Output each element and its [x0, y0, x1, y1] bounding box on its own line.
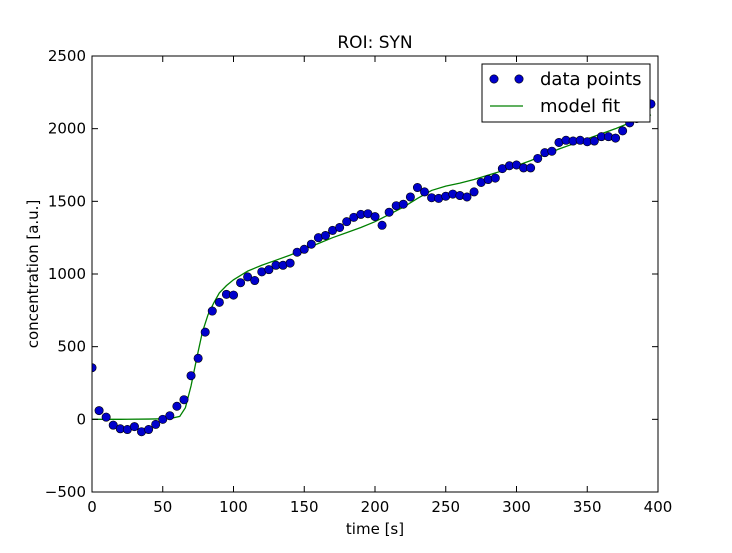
chart-title: ROI: SYN [337, 33, 412, 53]
x-tick-label: 300 [502, 498, 531, 516]
y-tick-label: 2000 [48, 120, 86, 138]
data-point [229, 290, 239, 300]
y-tick-label: −500 [45, 483, 86, 501]
data-point [526, 163, 536, 173]
data-point [618, 126, 628, 136]
data-point [335, 222, 345, 232]
data-point [285, 258, 295, 268]
data-point [533, 153, 543, 163]
data-point [250, 276, 260, 286]
x-tick-label: 100 [219, 498, 248, 516]
data-point [412, 183, 422, 193]
data-point [207, 306, 217, 316]
data-point [320, 230, 330, 240]
data-point [547, 146, 557, 156]
data-point [384, 207, 394, 217]
data-point [144, 425, 154, 435]
y-tick-label: 2500 [48, 47, 86, 65]
data-point [108, 420, 118, 430]
y-axis-label: concentration [a.u.] [24, 200, 42, 349]
data-point [151, 419, 161, 429]
data-point [101, 412, 111, 422]
data-point [200, 327, 210, 337]
x-axis-label: time [s] [346, 520, 404, 538]
data-point [129, 422, 139, 432]
data-point [158, 414, 168, 424]
data-point [469, 187, 479, 197]
data-point [377, 220, 387, 230]
data-point [611, 133, 621, 143]
x-tick-label: 150 [290, 498, 319, 516]
x-tick-label: 400 [644, 498, 673, 516]
data-point [179, 395, 189, 405]
x-tick-label: 250 [431, 498, 460, 516]
data-point [214, 297, 224, 307]
data-point [186, 371, 196, 381]
x-tick-label: 0 [87, 498, 97, 516]
y-tick-label: 1000 [48, 265, 86, 283]
data-point [398, 199, 408, 209]
legend-label: model fit [540, 96, 620, 117]
x-tick-label: 50 [153, 498, 172, 516]
legend-marker-data-points [489, 74, 499, 84]
data-point [342, 217, 352, 227]
legend-label: data points [540, 69, 642, 90]
legend-marker-data-points [514, 74, 524, 84]
data-point [264, 265, 274, 275]
data-point [172, 401, 182, 411]
data-point [490, 173, 500, 183]
series-layer [92, 99, 656, 437]
data-point [306, 239, 316, 249]
data-point [193, 353, 203, 363]
data-point [589, 136, 599, 146]
data-point [94, 406, 104, 416]
data-point [236, 278, 246, 288]
y-tick-label: 1500 [48, 192, 86, 210]
legend-box [481, 63, 651, 123]
axes-layer: 0 50 100 150 200 250 300 350 400−500050010001500… [45, 47, 673, 516]
data-point [243, 272, 253, 282]
data-point [405, 192, 415, 202]
x-tick-label: 200 [361, 498, 390, 516]
data-point [370, 212, 380, 222]
x-tick-label: 350 [573, 498, 602, 516]
y-tick-label: 0 [76, 410, 86, 428]
data-point [299, 244, 309, 254]
legend: data points model fit [481, 63, 651, 123]
data-point [420, 187, 430, 197]
y-tick-label: 500 [57, 338, 86, 356]
data-point [165, 411, 175, 421]
data-point [462, 192, 472, 202]
